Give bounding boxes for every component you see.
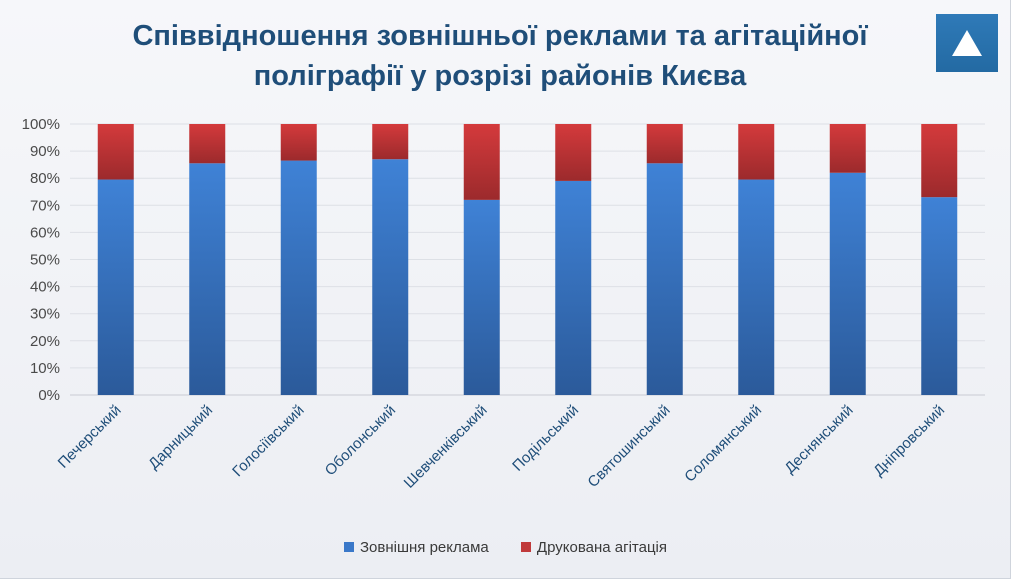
y-tick-label: 40%	[30, 279, 60, 296]
bar-outdoor-segment	[280, 160, 317, 395]
logo	[936, 14, 998, 72]
bar-outdoor-segment	[829, 172, 866, 395]
chart-title-line2: поліграфії у розрізі районів Києва	[253, 60, 747, 92]
y-tick-label: 50%	[30, 252, 60, 269]
bar-print-segment	[555, 124, 592, 181]
x-category-label: Святошинський	[584, 402, 673, 491]
bar-print-segment	[463, 124, 500, 200]
bar-outdoor-segment	[372, 159, 409, 395]
bar-print-segment	[280, 124, 317, 161]
x-category-label: Шевченківський	[401, 402, 491, 492]
x-category-label: Оболонський	[322, 402, 399, 479]
legend: Зовнішня реклама Друкована агітація	[0, 538, 1011, 556]
x-category-label: Деснянський	[781, 402, 856, 477]
bar-print-segment	[738, 124, 775, 180]
y-tick-label: 80%	[30, 170, 60, 187]
y-tick-label: 10%	[30, 360, 60, 377]
y-tick-label: 0%	[38, 387, 60, 404]
legend-label-outdoor: Зовнішня реклама	[359, 538, 489, 556]
bar-print-segment	[372, 124, 409, 160]
bar-print-segment	[97, 124, 134, 180]
x-category-label: Дарницький	[145, 402, 216, 473]
legend-item-outdoor: Зовнішня реклама	[343, 538, 489, 556]
y-tick-label: 20%	[30, 333, 60, 350]
bar-outdoor-segment	[189, 163, 226, 395]
bar-outdoor-segment	[555, 180, 592, 395]
legend-label-print: Друкована агітація	[536, 538, 667, 556]
y-tick-label: 70%	[30, 197, 60, 214]
x-category-label: Голосіївський	[229, 402, 307, 480]
bar-outdoor-segment	[463, 199, 500, 395]
bar-outdoor-segment	[97, 179, 134, 395]
bar-print-segment	[921, 124, 958, 198]
bar-outdoor-segment	[921, 197, 958, 395]
chart-title: Співвідношення зовнішньої реклами та агі…	[60, 16, 940, 96]
y-tick-label: 90%	[30, 143, 60, 160]
y-tick-label: 60%	[30, 224, 60, 241]
chart-title-line1: Співвідношення зовнішньої реклами та агі…	[132, 20, 868, 52]
x-category-label: Дніпровський	[870, 402, 948, 480]
legend-item-print: Друкована агітація	[520, 538, 667, 556]
y-tick-label: 30%	[30, 306, 60, 323]
x-category-label: Печерський	[55, 402, 125, 472]
bar-print-segment	[646, 124, 683, 164]
y-tick-label: 100%	[22, 116, 60, 133]
bar-print-segment	[829, 124, 866, 173]
bar-outdoor-segment	[738, 179, 775, 395]
bar-print-segment	[189, 124, 226, 164]
bar-outdoor-segment	[646, 163, 683, 395]
legend-swatch-outdoor	[343, 541, 354, 552]
x-category-label: Подільський	[509, 402, 582, 475]
legend-swatch-print	[520, 541, 531, 552]
x-category-label: Соломянський	[681, 402, 765, 486]
triangle-up-icon	[952, 30, 982, 56]
